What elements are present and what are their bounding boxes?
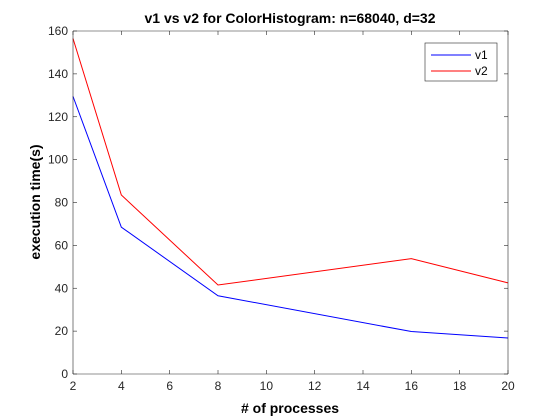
x-tick-label: 6	[166, 379, 173, 393]
x-tick-label: 12	[308, 379, 322, 393]
x-tick-label: 8	[215, 379, 222, 393]
x-tick-label: 20	[501, 379, 515, 393]
y-tick-label: 0	[61, 367, 68, 381]
y-tick-label: 160	[48, 24, 68, 38]
y-tick-label: 60	[55, 238, 69, 252]
ticks-layer: 2 4 6 8 10 12 14 16 18 20 0 20 40 60 80 100 120 140 160	[48, 24, 515, 393]
y-tick-label: 40	[55, 281, 69, 295]
x-axis-title: # of processes	[241, 400, 339, 416]
y-tick-label: 100	[48, 153, 68, 167]
x-tick-label: 14	[356, 379, 370, 393]
x-tick-label: 10	[260, 379, 274, 393]
x-tick-label: 2	[70, 379, 77, 393]
x-tick-label: 16	[405, 379, 419, 393]
legend: v1 v2	[424, 42, 498, 82]
y-tick-label: 20	[55, 324, 69, 338]
y-axis-title: execution time(s)	[27, 144, 43, 259]
y-tick-label: 140	[48, 67, 68, 81]
x-tick-label: 4	[118, 379, 125, 393]
plot-area	[73, 31, 508, 374]
series-line-v1	[72, 96, 509, 339]
series-line-v2	[72, 38, 509, 286]
legend-label-v1: v1	[475, 48, 488, 62]
x-tick-label: 18	[453, 379, 467, 393]
chart-title: v1 vs v2 for ColorHistogram: n=68040, d=…	[144, 10, 435, 26]
y-tick-label: 80	[55, 196, 69, 210]
y-tick-label: 120	[48, 110, 68, 124]
legend-box	[424, 42, 498, 82]
legend-label-v2: v2	[475, 64, 488, 78]
series-layer	[72, 38, 509, 339]
